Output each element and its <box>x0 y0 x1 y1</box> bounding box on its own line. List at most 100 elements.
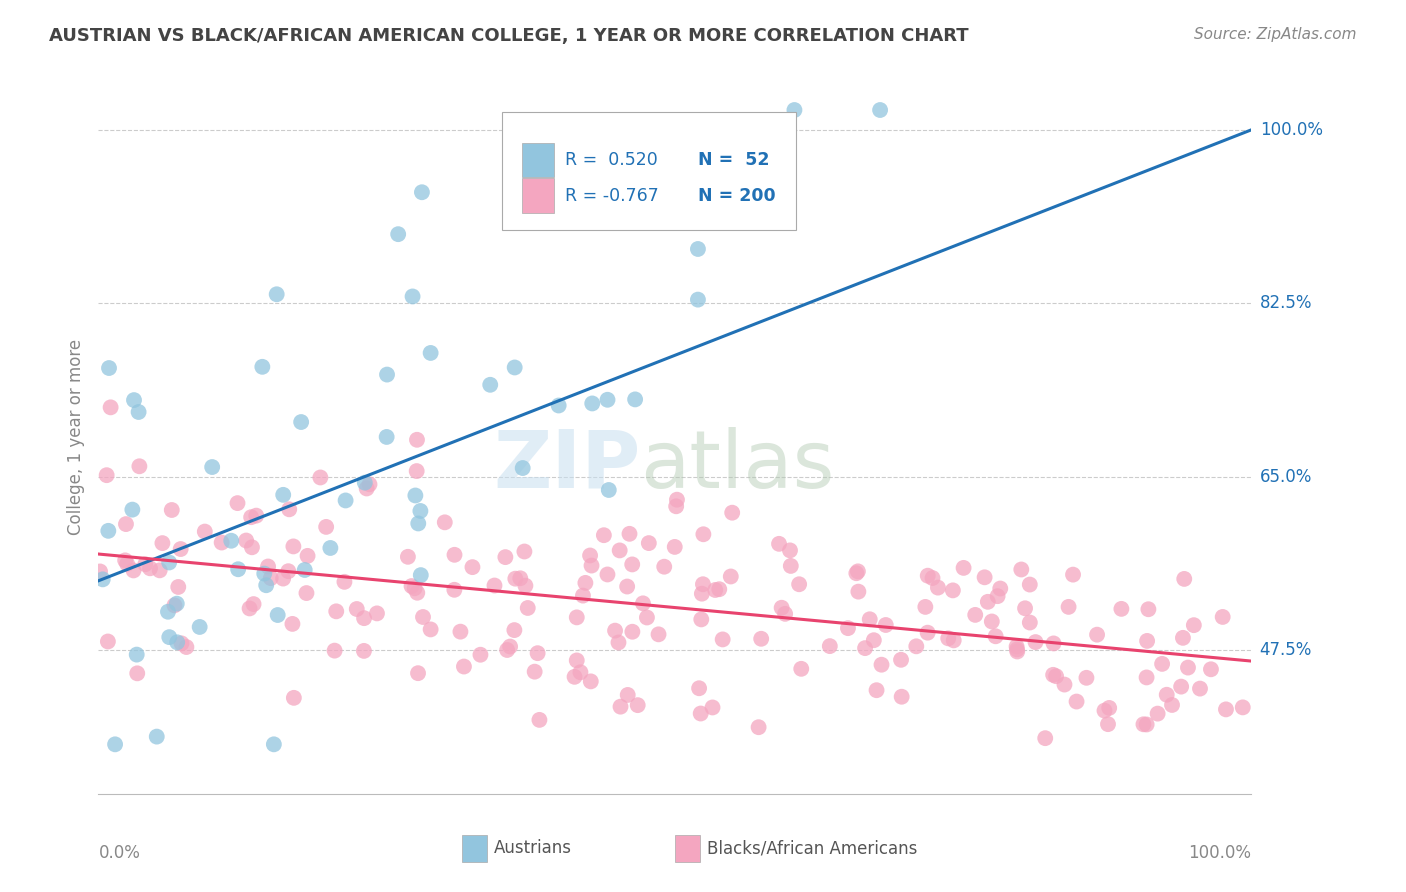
Text: ZIP: ZIP <box>494 426 640 505</box>
Point <box>333 574 356 589</box>
Point <box>226 562 249 576</box>
Point <box>768 537 790 551</box>
Point <box>260 571 283 585</box>
Point <box>1136 634 1159 648</box>
Point <box>692 577 714 591</box>
Point <box>565 653 588 667</box>
Point <box>1005 640 1028 654</box>
Point <box>952 561 974 575</box>
Point <box>134 558 156 572</box>
Point <box>375 430 398 444</box>
Point <box>627 698 650 713</box>
Point <box>529 713 551 727</box>
Point <box>977 595 1000 609</box>
Point <box>1171 631 1194 645</box>
Point <box>845 566 868 581</box>
Point <box>152 536 174 550</box>
Point <box>1212 610 1234 624</box>
Point <box>917 625 939 640</box>
Point <box>406 433 429 447</box>
Point <box>1076 671 1098 685</box>
Point <box>104 737 127 751</box>
Point <box>664 540 686 554</box>
Point <box>406 666 429 681</box>
Point <box>665 492 688 507</box>
Text: Austrians: Austrians <box>494 839 572 857</box>
Point <box>1045 669 1067 683</box>
Point <box>984 629 1007 643</box>
Point <box>523 665 546 679</box>
Point <box>401 579 423 593</box>
Point <box>779 543 801 558</box>
Point <box>406 516 429 531</box>
Point <box>194 524 217 539</box>
Point <box>266 287 288 301</box>
Point <box>157 556 180 570</box>
Point <box>870 657 893 672</box>
Point <box>404 581 426 595</box>
Point <box>863 633 886 648</box>
Point <box>297 549 319 563</box>
Point <box>1062 567 1084 582</box>
Point <box>89 565 111 579</box>
Point <box>631 596 654 610</box>
Point <box>219 533 242 548</box>
Point <box>461 560 484 574</box>
Bar <box>522 178 554 212</box>
Point <box>609 699 631 714</box>
Point <box>621 624 644 639</box>
Point <box>1136 717 1159 731</box>
Point <box>409 568 432 582</box>
Point <box>253 566 276 581</box>
Point <box>1094 704 1116 718</box>
Point <box>616 688 638 702</box>
Text: N =  52: N = 52 <box>697 152 769 169</box>
Point <box>596 392 619 407</box>
Point <box>875 618 897 632</box>
Point <box>569 665 592 680</box>
Point <box>720 569 742 583</box>
Point <box>453 659 475 673</box>
Point <box>652 559 675 574</box>
Point <box>263 737 285 751</box>
Point <box>1215 702 1237 716</box>
Point <box>848 584 870 599</box>
Text: Blacks/African Americans: Blacks/African Americans <box>707 839 918 857</box>
Point <box>503 623 526 637</box>
Bar <box>522 143 554 178</box>
Point <box>271 572 294 586</box>
Point <box>665 500 688 514</box>
Point <box>366 607 388 621</box>
Point <box>914 599 936 614</box>
Point <box>226 496 249 510</box>
Point <box>619 526 641 541</box>
Text: 65.0%: 65.0% <box>1260 467 1312 486</box>
Point <box>1098 701 1121 715</box>
Point <box>607 635 630 649</box>
Point <box>176 640 198 654</box>
Point <box>1232 700 1254 714</box>
Point <box>242 597 264 611</box>
Point <box>335 493 357 508</box>
Point <box>1146 706 1168 721</box>
Point <box>1066 694 1088 708</box>
Point <box>917 568 939 582</box>
Point <box>942 633 965 648</box>
Point <box>749 632 772 646</box>
Point <box>790 662 813 676</box>
Point <box>201 460 224 475</box>
Point <box>869 103 891 117</box>
Point <box>433 516 456 530</box>
Point <box>1137 602 1160 616</box>
Point <box>1053 677 1076 691</box>
Point <box>277 564 299 578</box>
Point <box>409 504 432 518</box>
Point <box>278 502 301 516</box>
Text: AUSTRIAN VS BLACK/AFRICAN AMERICAN COLLEGE, 1 YEAR OR MORE CORRELATION CHART: AUSTRIAN VS BLACK/AFRICAN AMERICAN COLLE… <box>49 27 969 45</box>
Point <box>936 632 959 646</box>
Point <box>283 690 305 705</box>
Point <box>163 599 186 613</box>
Point <box>396 549 419 564</box>
Point <box>98 361 121 376</box>
Point <box>1005 642 1028 657</box>
